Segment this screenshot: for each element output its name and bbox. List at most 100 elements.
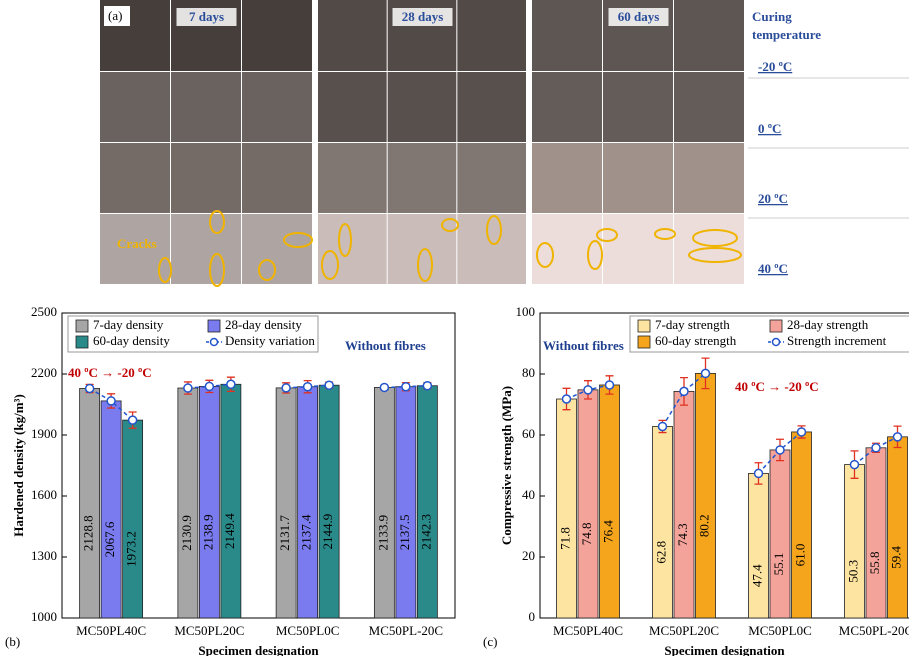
bar bbox=[674, 391, 694, 618]
panel-label: (b) bbox=[5, 634, 20, 649]
age-label: 60 days bbox=[618, 9, 660, 24]
bar bbox=[101, 401, 121, 618]
legend-swatch bbox=[770, 320, 782, 332]
value-label: 2142.3 bbox=[418, 514, 433, 550]
value-label: 2137.5 bbox=[397, 514, 412, 550]
bar bbox=[557, 399, 577, 618]
legend-swatch bbox=[76, 336, 88, 348]
legend-label: 28-day strength bbox=[787, 317, 869, 332]
specimen-photo bbox=[603, 214, 673, 284]
variation-marker bbox=[872, 444, 880, 452]
specimen-photo bbox=[242, 72, 312, 142]
value-label: 62.8 bbox=[653, 541, 668, 564]
bar bbox=[178, 388, 198, 618]
bar bbox=[696, 373, 716, 618]
variation-marker bbox=[184, 384, 192, 392]
variation-marker bbox=[380, 383, 388, 391]
variation-marker bbox=[423, 382, 431, 390]
y-tick-label: 60 bbox=[522, 426, 535, 441]
bar bbox=[845, 465, 865, 618]
variation-marker bbox=[798, 428, 806, 436]
value-label: 59.4 bbox=[888, 546, 903, 569]
bar bbox=[600, 385, 620, 618]
bar bbox=[374, 387, 394, 618]
specimen-photo bbox=[171, 143, 241, 213]
temperature-label: 40 ºC bbox=[758, 261, 788, 276]
specimen-photo bbox=[457, 0, 526, 71]
variation-marker bbox=[107, 397, 115, 405]
legend-marker bbox=[773, 339, 780, 346]
value-label: 55.8 bbox=[867, 552, 882, 575]
specimen-photo bbox=[457, 214, 526, 284]
crack-annotation: Cracks bbox=[117, 236, 157, 251]
specimen-photo bbox=[388, 214, 457, 284]
bar bbox=[123, 420, 143, 618]
variation-marker bbox=[563, 395, 571, 403]
x-tick-label: MC50PL20C bbox=[174, 623, 244, 638]
y-tick-label: 1600 bbox=[31, 487, 57, 502]
bar bbox=[578, 390, 598, 618]
specimen-photo bbox=[242, 0, 312, 71]
legend-marker bbox=[211, 339, 218, 346]
value-label: 76.4 bbox=[600, 520, 615, 543]
value-label: 2131.7 bbox=[277, 515, 292, 551]
y-tick-label: 1300 bbox=[31, 548, 57, 563]
bar bbox=[80, 388, 100, 618]
age-label: 7 days bbox=[189, 9, 224, 24]
specimen-photo bbox=[242, 214, 312, 284]
bar bbox=[199, 386, 219, 618]
bar bbox=[417, 386, 437, 618]
x-tick-label: MC50PL20C bbox=[649, 623, 719, 638]
specimen-photo bbox=[100, 143, 170, 213]
legend-swatch bbox=[76, 320, 88, 332]
specimen-photo bbox=[318, 143, 387, 213]
x-tick-label: MC50PL-20C bbox=[839, 623, 909, 638]
specimen-photo bbox=[532, 143, 602, 213]
variation-marker bbox=[227, 380, 235, 388]
variation-marker bbox=[702, 369, 710, 377]
panel-label: (c) bbox=[483, 634, 497, 649]
variation-marker bbox=[680, 387, 688, 395]
specimen-photo bbox=[171, 214, 241, 284]
bar bbox=[792, 432, 812, 618]
panel-label: (a) bbox=[108, 8, 122, 23]
legend-title-line: temperature bbox=[752, 27, 821, 42]
variation-marker bbox=[129, 416, 137, 424]
y-tick-label: 100 bbox=[516, 304, 536, 319]
x-axis-label: Specimen designation bbox=[198, 643, 319, 656]
specimen-photo bbox=[318, 214, 387, 284]
specimen-photo bbox=[388, 143, 457, 213]
y-tick-label: 1000 bbox=[31, 609, 57, 624]
annotation: 40 ºC → -20 ºC bbox=[68, 365, 152, 380]
specimen-photo bbox=[532, 72, 602, 142]
bar bbox=[221, 384, 241, 618]
x-tick-label: MC50PL0C bbox=[276, 623, 340, 638]
x-tick-label: MC50PL0C bbox=[748, 623, 812, 638]
temperature-label: -20 ºC bbox=[758, 59, 792, 74]
age-label: 28 days bbox=[402, 9, 444, 24]
specimen-photo bbox=[603, 72, 673, 142]
specimen-photo bbox=[532, 214, 602, 284]
y-tick-label: 2500 bbox=[31, 304, 57, 319]
annotation: Without fibres bbox=[543, 338, 624, 353]
variation-marker bbox=[325, 381, 333, 389]
specimen-photo bbox=[100, 72, 170, 142]
variation-marker bbox=[755, 469, 763, 477]
value-label: 74.3 bbox=[675, 523, 690, 546]
value-label: 2128.8 bbox=[81, 515, 96, 551]
bar bbox=[298, 387, 318, 618]
variation-marker bbox=[606, 381, 614, 389]
specimen-photo bbox=[318, 0, 387, 71]
value-label: 80.2 bbox=[696, 514, 711, 537]
x-axis-label: Specimen designation bbox=[664, 643, 785, 656]
value-label: 47.4 bbox=[749, 564, 764, 587]
annotation: 40 ºC → -20 ºC bbox=[735, 379, 819, 394]
bar bbox=[396, 387, 416, 618]
variation-marker bbox=[304, 383, 312, 391]
bar bbox=[276, 388, 296, 618]
specimen-photo bbox=[674, 143, 744, 213]
value-label: 2144.9 bbox=[320, 514, 335, 550]
value-label: 55.1 bbox=[771, 553, 786, 576]
bar bbox=[866, 448, 886, 618]
bar bbox=[653, 426, 673, 618]
